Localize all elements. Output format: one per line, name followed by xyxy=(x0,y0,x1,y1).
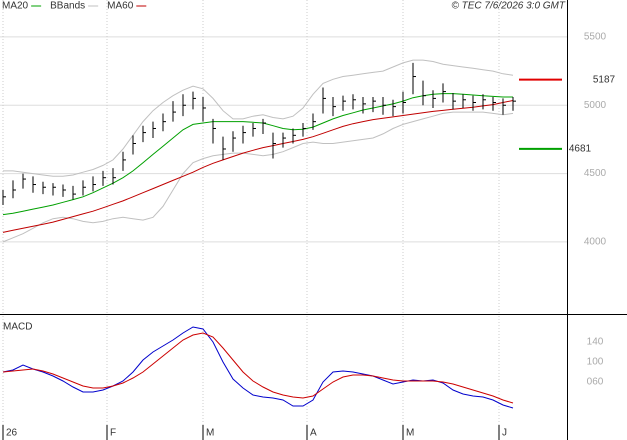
indicator-line xyxy=(2,100,514,233)
x-tick-label: F xyxy=(110,428,116,439)
y-tick-label: 5000 xyxy=(584,100,607,111)
y-tick-label: 4000 xyxy=(584,237,607,248)
y-tick-label: 4500 xyxy=(584,168,607,179)
y-tick-label: 5500 xyxy=(584,32,607,43)
macd-line xyxy=(2,332,514,404)
level-label: 4681 xyxy=(569,143,592,154)
legend-label: MA60 xyxy=(107,1,134,12)
y-tick-label: 140 xyxy=(587,337,604,348)
x-tick-label: 26 xyxy=(6,428,18,439)
panel-title: MACD xyxy=(3,322,32,333)
x-tick-label: J xyxy=(502,428,507,439)
x-tick-label: M xyxy=(406,428,414,439)
legend-label: BBands xyxy=(50,1,85,12)
y-tick-label: 060 xyxy=(587,377,604,388)
band-lower xyxy=(2,111,514,243)
credit: © TEC 7/6/2026 3:0 GMT xyxy=(451,1,565,12)
band-upper xyxy=(3,59,514,177)
x-tick-label: M xyxy=(206,428,214,439)
legend-label: MA20 xyxy=(2,1,29,12)
level-label: 5187 xyxy=(593,74,616,85)
indicator-line xyxy=(2,93,513,216)
x-tick-label: A xyxy=(310,428,317,439)
y-tick-label: 100 xyxy=(587,357,604,368)
